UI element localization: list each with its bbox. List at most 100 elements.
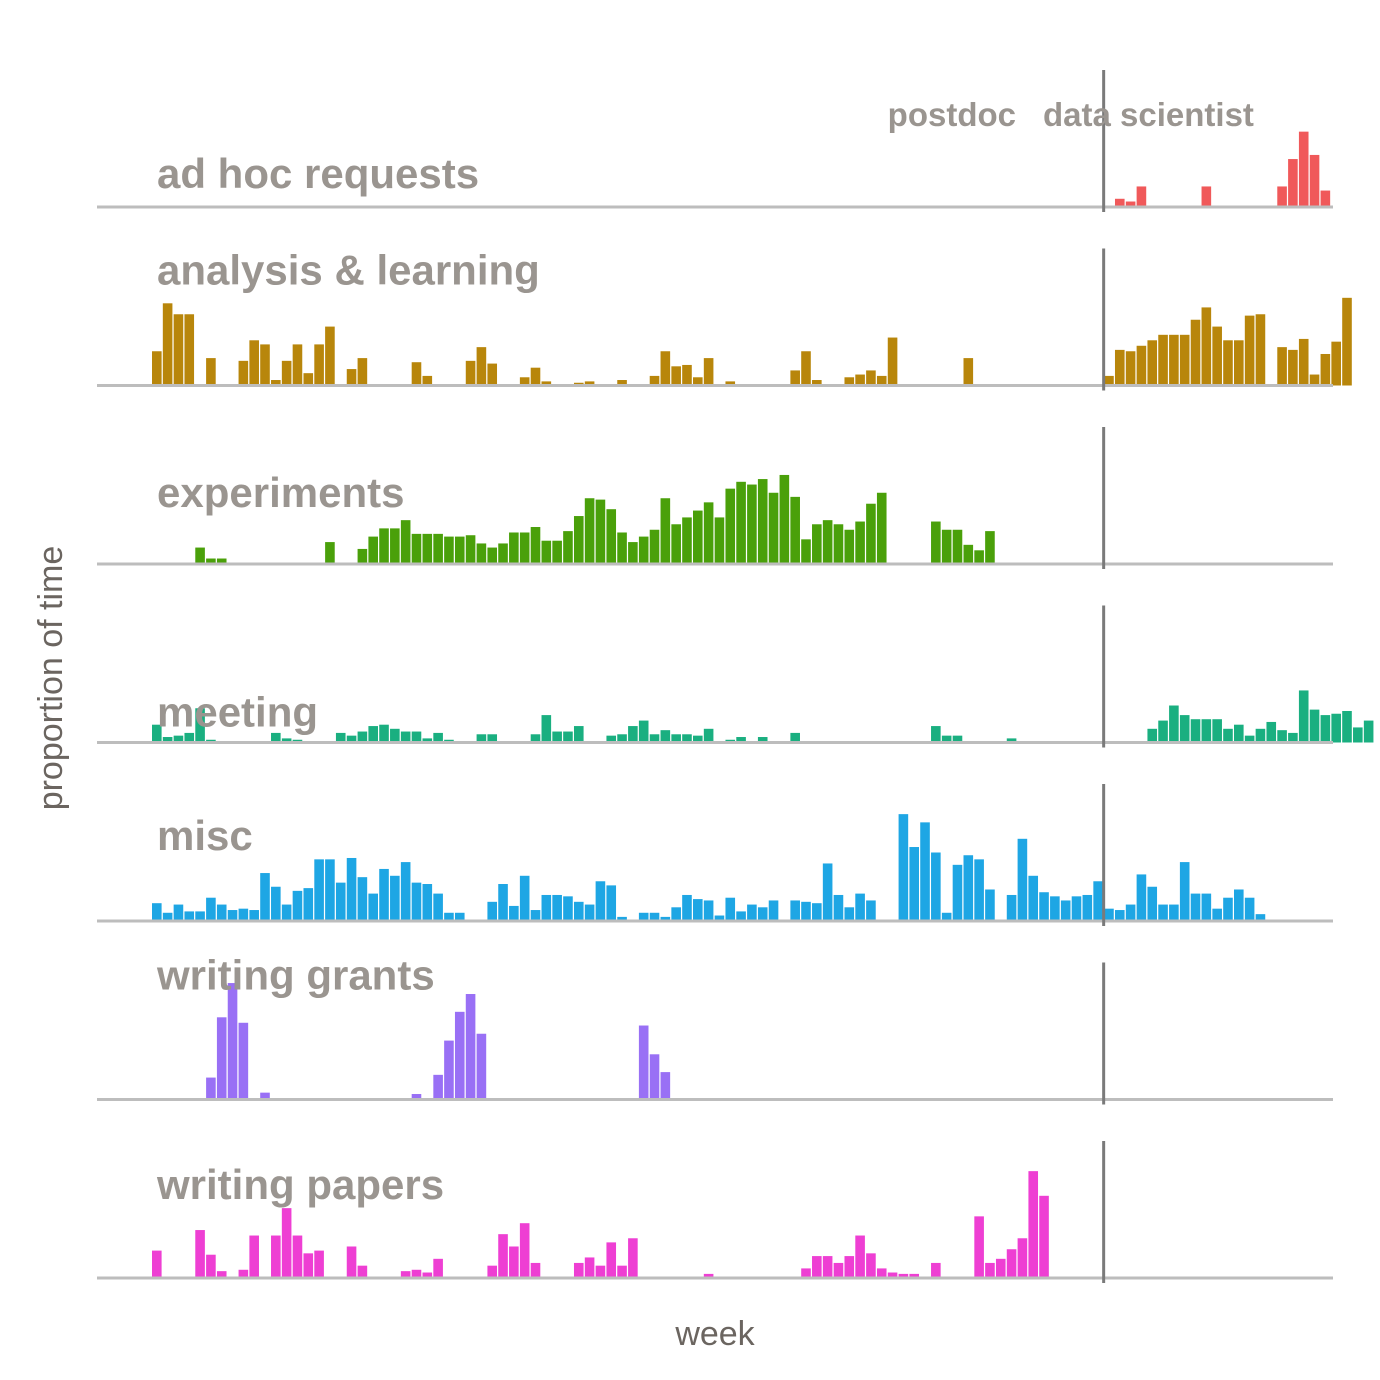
bar-analysis-and-learning-week-62 (812, 380, 822, 386)
bar-misc-week-92 (1136, 874, 1147, 921)
bar-meeting-week-18 (335, 732, 346, 743)
bar-writing-papers-week-82 (1028, 1171, 1039, 1278)
bar-misc-week-64 (833, 894, 844, 921)
bar-meeting-week-74 (941, 735, 952, 743)
bar-misc-week-85 (1060, 900, 1071, 921)
bar-analysis-and-learning-week-10 (249, 340, 259, 386)
bar-experiments-week-41 (584, 498, 595, 564)
bar-experiments-week-28 (444, 536, 454, 564)
bar-analysis-and-learning-week-99 (1212, 326, 1222, 386)
bar-writing-papers-week-62 (812, 1256, 822, 1278)
bar-misc-week-24 (400, 862, 411, 921)
bar-writing-papers-week-13 (281, 1208, 292, 1278)
bar-misc-week-57 (757, 907, 768, 921)
bar-experiments-week-47 (649, 529, 660, 564)
bar-meeting-week-100 (1223, 728, 1233, 743)
bar-misc-week-96 (1179, 862, 1190, 921)
bar-misc-week-71 (909, 847, 919, 921)
bar-experiments-week-59 (779, 474, 790, 564)
bar-experiments-week-17 (325, 542, 335, 564)
bar-experiments-week-42 (595, 499, 606, 564)
bar-misc-week-48 (660, 916, 671, 921)
bar-misc-week-26 (422, 884, 433, 921)
bar-misc-week-15 (303, 888, 314, 921)
bar-experiments-week-25 (411, 533, 422, 564)
bar-writing-papers-week-43 (606, 1242, 617, 1278)
facet-panels: ad hoc requests analysis & learning experi… (97, 131, 1374, 1280)
bar-meeting-week-24 (400, 731, 411, 743)
bar-misc-week-42 (595, 881, 606, 921)
y-axis-title: proportion of time (32, 546, 70, 811)
panel-writing-papers: writing papers (97, 1161, 1333, 1280)
bar-analysis-and-learning-week-106 (1288, 349, 1298, 386)
bar-meeting-week-93 (1147, 728, 1158, 743)
bar-misc-week-60 (790, 900, 800, 921)
bar-misc-week-19 (346, 857, 357, 921)
bar-meeting-week-108 (1309, 709, 1320, 743)
bar-writing-grants-week-28 (444, 1040, 454, 1100)
bar-ad-hoc-requests-week-90 (1114, 198, 1125, 207)
bar-writing-papers-week-52 (703, 1273, 714, 1278)
bar-analysis-and-learning-week-97 (1190, 319, 1201, 386)
bar-writing-papers-week-68 (876, 1268, 887, 1278)
bar-misc-week-5 (195, 911, 205, 921)
bar-analysis-and-learning-week-90 (1114, 349, 1125, 386)
bar-misc-week-89 (1104, 908, 1114, 921)
bar-analysis-and-learning-week-35 (519, 377, 530, 386)
bar-writing-grants-week-8 (227, 983, 238, 1100)
bar-analysis-and-learning-week-89 (1104, 375, 1114, 386)
bar-meeting-week-99 (1212, 719, 1222, 743)
panel-experiments: experiments (97, 469, 1333, 566)
bar-analysis-and-learning-week-9 (238, 360, 249, 386)
bar-misc-week-81 (1017, 838, 1028, 921)
bar-misc-week-91 (1125, 904, 1136, 921)
bar-misc-week-61 (801, 901, 811, 921)
bar-analysis-and-learning-week-76 (963, 358, 974, 386)
bar-writing-papers-week-20 (357, 1265, 368, 1278)
bar-misc-week-82 (1028, 875, 1039, 921)
bar-meeting-week-113 (1363, 720, 1374, 743)
bar-misc-week-25 (411, 882, 422, 921)
bar-writing-papers-week-33 (498, 1234, 508, 1278)
bar-ad-hoc-requests-week-91 (1125, 201, 1136, 207)
bar-analysis-and-learning-week-20 (357, 358, 368, 386)
bar-meeting-week-51 (693, 735, 703, 743)
bar-experiments-week-31 (476, 543, 487, 564)
bar-analysis-and-learning-week-110 (1331, 341, 1341, 386)
bar-writing-grants-week-11 (260, 1092, 270, 1100)
bar-experiments-week-43 (606, 509, 617, 564)
bar-analysis-and-learning-week-44 (617, 380, 627, 386)
bar-writing-grants-week-31 (476, 1033, 487, 1100)
bar-meeting-week-95 (1169, 705, 1179, 743)
bar-experiments-week-77 (974, 550, 984, 564)
bar-analysis-and-learning-week-51 (693, 377, 703, 386)
bar-misc-week-103 (1255, 914, 1266, 921)
bar-experiments-week-73 (931, 521, 941, 564)
bar-misc-week-11 (260, 873, 270, 921)
bar-analysis-and-learning-week-95 (1169, 334, 1179, 386)
bar-writing-papers-week-14 (292, 1235, 303, 1278)
bar-misc-week-73 (931, 852, 941, 921)
bar-analysis-and-learning-week-3 (173, 314, 184, 386)
bar-misc-week-65 (844, 907, 855, 921)
bar-writing-papers-week-70 (898, 1273, 909, 1278)
period-label-postdoc: postdoc (888, 96, 1016, 133)
bar-experiments-week-6 (206, 558, 216, 564)
bar-meeting-week-101 (1234, 724, 1244, 743)
bar-misc-week-6 (206, 897, 216, 921)
panel-writing-grants: writing grants (97, 952, 1333, 1101)
bar-meeting-week-107 (1298, 690, 1309, 743)
bar-meeting-week-47 (649, 734, 660, 743)
bar-analysis-and-learning-week-69 (887, 337, 898, 386)
bar-writing-papers-week-27 (433, 1258, 443, 1278)
bar-ad-hoc-requests-week-109 (1320, 190, 1331, 207)
bar-misc-week-93 (1147, 886, 1158, 921)
bar-misc-week-70 (898, 814, 909, 921)
bar-experiments-week-38 (552, 540, 562, 564)
bar-misc-week-28 (444, 912, 454, 921)
bar-experiments-week-74 (941, 529, 952, 564)
bar-meeting-week-43 (606, 735, 617, 743)
bar-analysis-and-learning-week-13 (281, 360, 292, 386)
facet-label-writing-grants: writing grants (156, 952, 435, 999)
bar-meeting-week-45 (628, 726, 638, 743)
